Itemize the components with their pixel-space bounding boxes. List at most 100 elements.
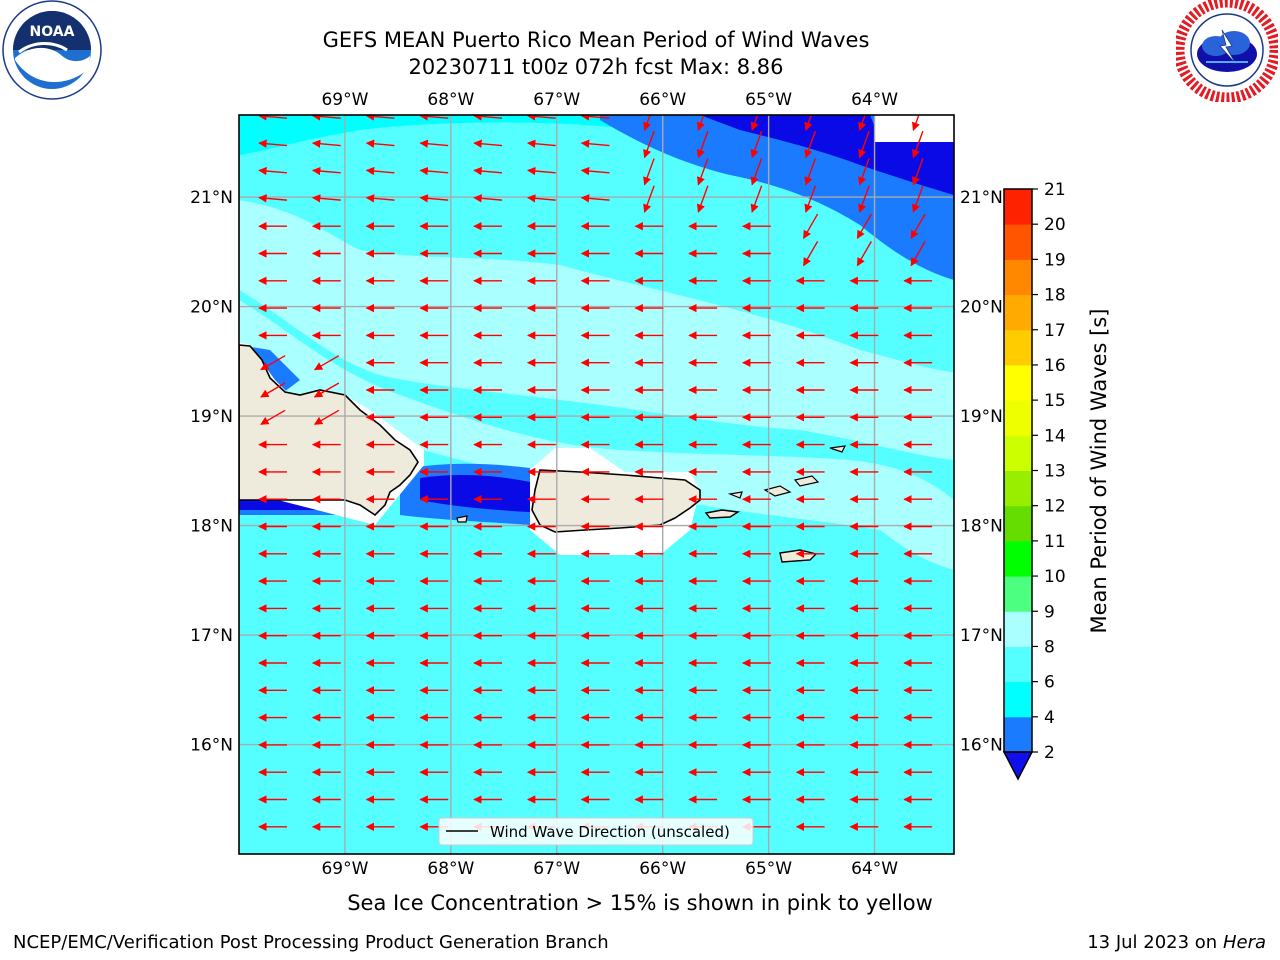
wave-vector <box>804 115 813 131</box>
lat-tick-right-label: 18°N <box>960 517 1003 537</box>
wave-vector <box>527 166 556 176</box>
colorbar-tick-label: 8 <box>1044 637 1055 657</box>
wave-vector <box>804 130 817 159</box>
lon-tick-bottom-label: 69°W <box>321 859 368 879</box>
wave-vector <box>804 158 817 186</box>
legend-box <box>438 817 754 846</box>
colorbar-segment <box>1004 259 1032 296</box>
lat-tick-left-label: 19°N <box>190 407 233 427</box>
wave-vector <box>910 241 926 267</box>
wave-vector <box>419 139 449 148</box>
land-puerto-rico <box>531 469 701 533</box>
wave-vector <box>527 115 556 121</box>
wave-vector <box>804 185 817 213</box>
lon-tick-top-label: 66°W <box>639 90 686 110</box>
lat-tick-left-label: 21°N <box>190 188 233 208</box>
colorbar-tick-label: 11 <box>1044 532 1066 552</box>
colorbar-segment <box>1004 224 1032 260</box>
wave-vector <box>365 139 395 148</box>
colorbar <box>1002 188 1034 781</box>
wave-vector <box>750 115 759 131</box>
colorbar-tick-label: 17 <box>1044 321 1066 341</box>
lat-ticks-left: 21°N 20°N 19°N 18°N 17°N 16°N <box>190 188 233 755</box>
lon-tick-top-label: 65°W <box>745 90 792 110</box>
wave-vector <box>258 139 288 148</box>
wave-vector <box>858 130 870 159</box>
field-pale-band-2 <box>239 300 954 570</box>
lon-ticks-bottom: 69°W 68°W 67°W 66°W 65°W 64°W <box>321 859 898 879</box>
lon-ticks-top: 69°W 68°W 67°W 66°W 65°W 64°W <box>321 90 898 110</box>
chart-subtitle: 20230711 t00z 072h fcst Max: 8.86 <box>408 55 784 79</box>
field-darkblue-mona <box>420 475 530 512</box>
lon-tick-bottom-label: 67°W <box>533 859 580 879</box>
lon-tick-bottom-label: 64°W <box>851 859 898 879</box>
wave-vector <box>311 166 341 176</box>
land-vieques <box>704 509 741 519</box>
wave-vector <box>696 115 705 131</box>
wave-vector <box>858 115 867 131</box>
wave-vector <box>643 130 655 159</box>
date-text: 13 Jul 2023 on Hera <box>1087 932 1266 953</box>
wave-vector <box>911 130 924 159</box>
lat-tick-left-label: 20°N <box>190 298 233 318</box>
wave-vector <box>365 166 395 176</box>
wave-vector <box>750 158 763 186</box>
wave-vector <box>911 115 920 131</box>
nws-logo <box>1176 0 1278 102</box>
colorbar-tick-label: 2 <box>1044 743 1055 763</box>
wave-vector <box>965 241 979 265</box>
wave-vector <box>473 194 503 203</box>
colorbar-segment <box>1004 470 1032 507</box>
land-tortola <box>793 475 820 487</box>
colorbar-segment <box>1004 294 1032 331</box>
colorbar-tick-label: 15 <box>1044 391 1066 411</box>
wave-vector <box>965 214 979 238</box>
wave-vector <box>858 158 870 186</box>
wave-vector <box>473 115 503 121</box>
map-frame <box>238 114 955 855</box>
colorbar-segment <box>1004 540 1032 577</box>
legend-label: Wind Wave Direction (unscaled) <box>490 823 730 841</box>
colorbar-tick-label: 4 <box>1044 708 1055 728</box>
colorbar-segment <box>1004 435 1032 471</box>
colorbar-under-arrow <box>1002 751 1034 781</box>
colorbar-segment <box>1004 189 1032 225</box>
sea-ice-note: Sea Ice Concentration > 15% is shown in … <box>347 891 933 915</box>
field-pale-band <box>239 200 954 460</box>
colorbar-segment <box>1004 576 1032 612</box>
wave-vector <box>473 166 503 176</box>
noaa-logo: NOAA <box>2 0 102 100</box>
colorbar-tick-label: 12 <box>1044 497 1066 517</box>
wave-period-field <box>239 115 954 854</box>
wave-vector <box>260 382 286 398</box>
colorbar-tick-label: 6 <box>1044 673 1055 693</box>
wave-vector <box>580 115 610 121</box>
lon-tick-bottom-label: 66°W <box>639 859 686 879</box>
wave-vector <box>313 382 340 398</box>
colorbar-segment <box>1004 681 1032 718</box>
lon-tick-bottom-label: 65°W <box>745 859 792 879</box>
wave-vector <box>311 139 341 148</box>
colorbar-tick-label: 9 <box>1044 602 1055 622</box>
lon-tick-top-label: 67°W <box>533 90 580 110</box>
vector-legend: Wind Wave Direction (unscaled) <box>438 817 754 846</box>
wave-vector <box>258 166 288 176</box>
wave-vector <box>750 185 763 213</box>
wave-vector <box>967 158 977 184</box>
wave-vector <box>696 158 709 186</box>
lat-tick-left-label: 18°N <box>190 517 233 537</box>
wave-vector <box>856 241 872 267</box>
wave-vector <box>967 104 977 130</box>
wave-vector <box>910 213 926 240</box>
wave-direction-vectors <box>258 104 979 831</box>
wave-vector <box>911 185 924 213</box>
noaa-logo-text: NOAA <box>30 24 75 40</box>
date-value: 13 Jul 2023 on <box>1087 932 1223 953</box>
wave-vector <box>696 185 709 213</box>
colorbar-label: Mean Period of Wind Waves [s] <box>1087 309 1111 634</box>
land-culebra <box>727 491 743 499</box>
graticule <box>239 115 954 854</box>
colorbar-segment <box>1004 505 1032 542</box>
colorbar-segment <box>1004 716 1032 753</box>
wave-vector <box>258 115 288 121</box>
